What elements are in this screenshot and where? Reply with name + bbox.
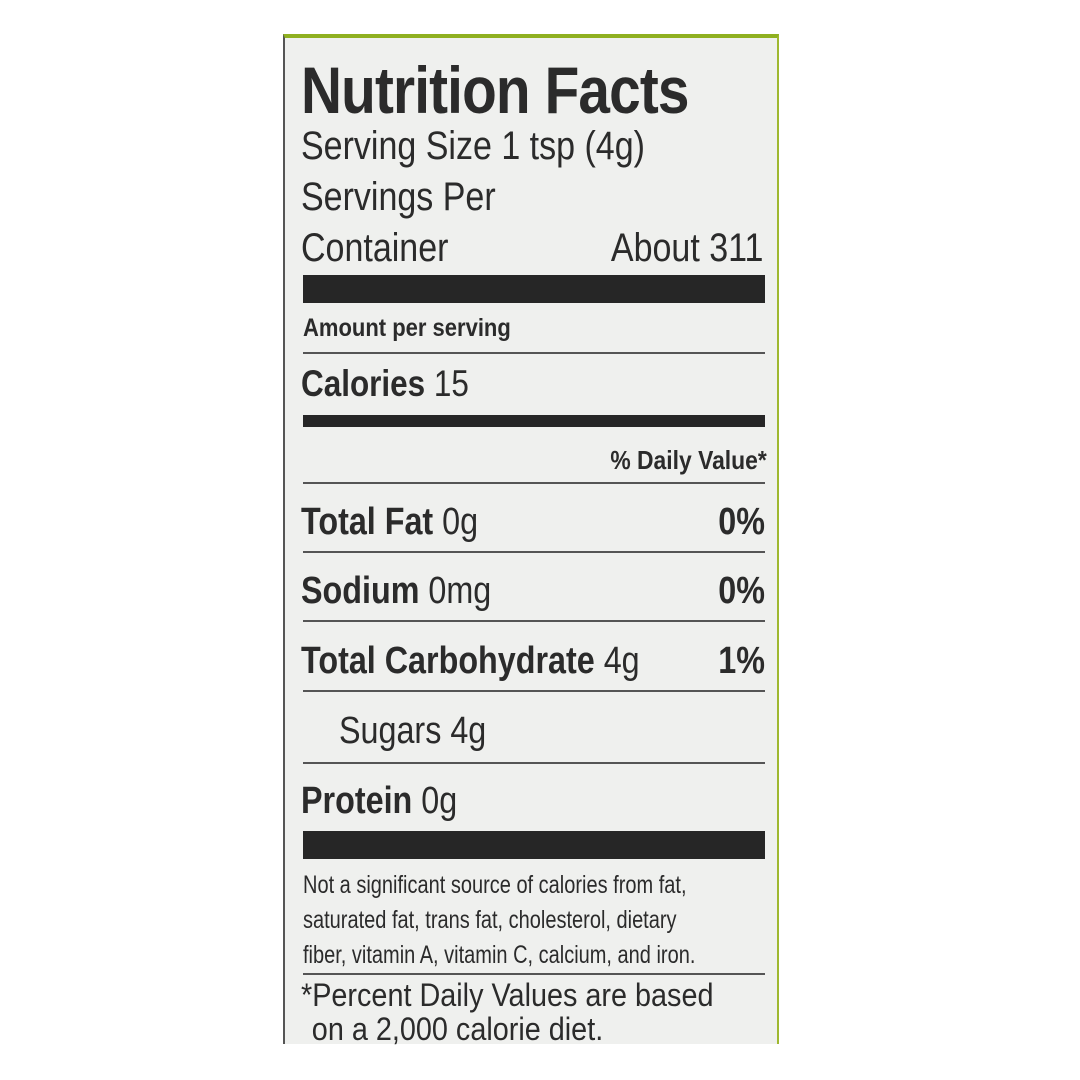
nutrient-amount: 0g xyxy=(442,501,479,543)
nutrient-row-total-carbohydrate: Total Carbohydrate 4g xyxy=(301,640,640,683)
nutrient-row-sodium: Sodium 0mg xyxy=(301,570,491,613)
nutrient-amount: 0g xyxy=(421,780,458,822)
nutrient-name: Sugars xyxy=(339,710,442,752)
nutrient-dv: 1% xyxy=(718,640,765,682)
daily-value-header: % Daily Value* xyxy=(610,445,767,475)
thick-divider xyxy=(303,275,765,303)
nutrient-row-sugars: Sugars 4g xyxy=(339,710,486,753)
nutrient-row-total-fat: Total Fat 0g xyxy=(301,501,478,544)
footnote-line: fiber, vitamin A, vitamin C, calcium, an… xyxy=(303,941,696,969)
title: Nutrition Facts xyxy=(301,53,689,127)
medium-divider xyxy=(303,415,765,427)
nutrient-name: Total Carbohydrate xyxy=(301,640,595,682)
calories-row: Calories 15 xyxy=(301,363,469,405)
divider xyxy=(303,551,765,553)
divider xyxy=(303,690,765,692)
nutrient-name: Total Fat xyxy=(301,501,434,543)
nutrient-row-protein: Protein 0g xyxy=(301,780,457,823)
footnote-line: saturated fat, trans fat, cholesterol, d… xyxy=(303,906,677,934)
footnote-line: on a 2,000 calorie diet. xyxy=(311,1011,604,1047)
nutrient-name: Protein xyxy=(301,780,413,822)
serving-size: Serving Size 1 tsp (4g) xyxy=(301,124,645,168)
amount-per-serving: Amount per serving xyxy=(303,314,511,342)
divider xyxy=(303,762,765,764)
footnote-not-significant: Not a significant source of calories fro… xyxy=(303,868,695,973)
footnote-daily-values: *Percent Daily Values are based on a 2,0… xyxy=(301,978,713,1046)
thick-divider xyxy=(303,831,765,859)
nutrient-amount: 0mg xyxy=(428,570,492,612)
nutrient-dv: 0% xyxy=(718,501,765,543)
footnote-line: Not a significant source of calories fro… xyxy=(303,871,687,899)
divider xyxy=(303,973,765,975)
nutrient-name: Sodium xyxy=(301,570,420,612)
calories-label: Calories xyxy=(301,363,426,404)
divider xyxy=(303,620,765,622)
calories-value: 15 xyxy=(433,363,469,404)
servings-per-label: Servings Per xyxy=(301,175,496,219)
divider xyxy=(303,482,765,484)
servings-container-label: Container xyxy=(301,226,449,270)
divider xyxy=(303,352,765,354)
footnote-line: *Percent Daily Values are based xyxy=(301,977,714,1013)
servings-per-value: About 311 xyxy=(610,226,763,270)
nutrient-amount: 4g xyxy=(603,640,640,682)
nutrition-facts-panel: Nutrition Facts Serving Size 1 tsp (4g) … xyxy=(283,34,779,1046)
nutrient-dv: 0% xyxy=(718,570,765,612)
nutrient-amount: 4g xyxy=(450,710,487,752)
